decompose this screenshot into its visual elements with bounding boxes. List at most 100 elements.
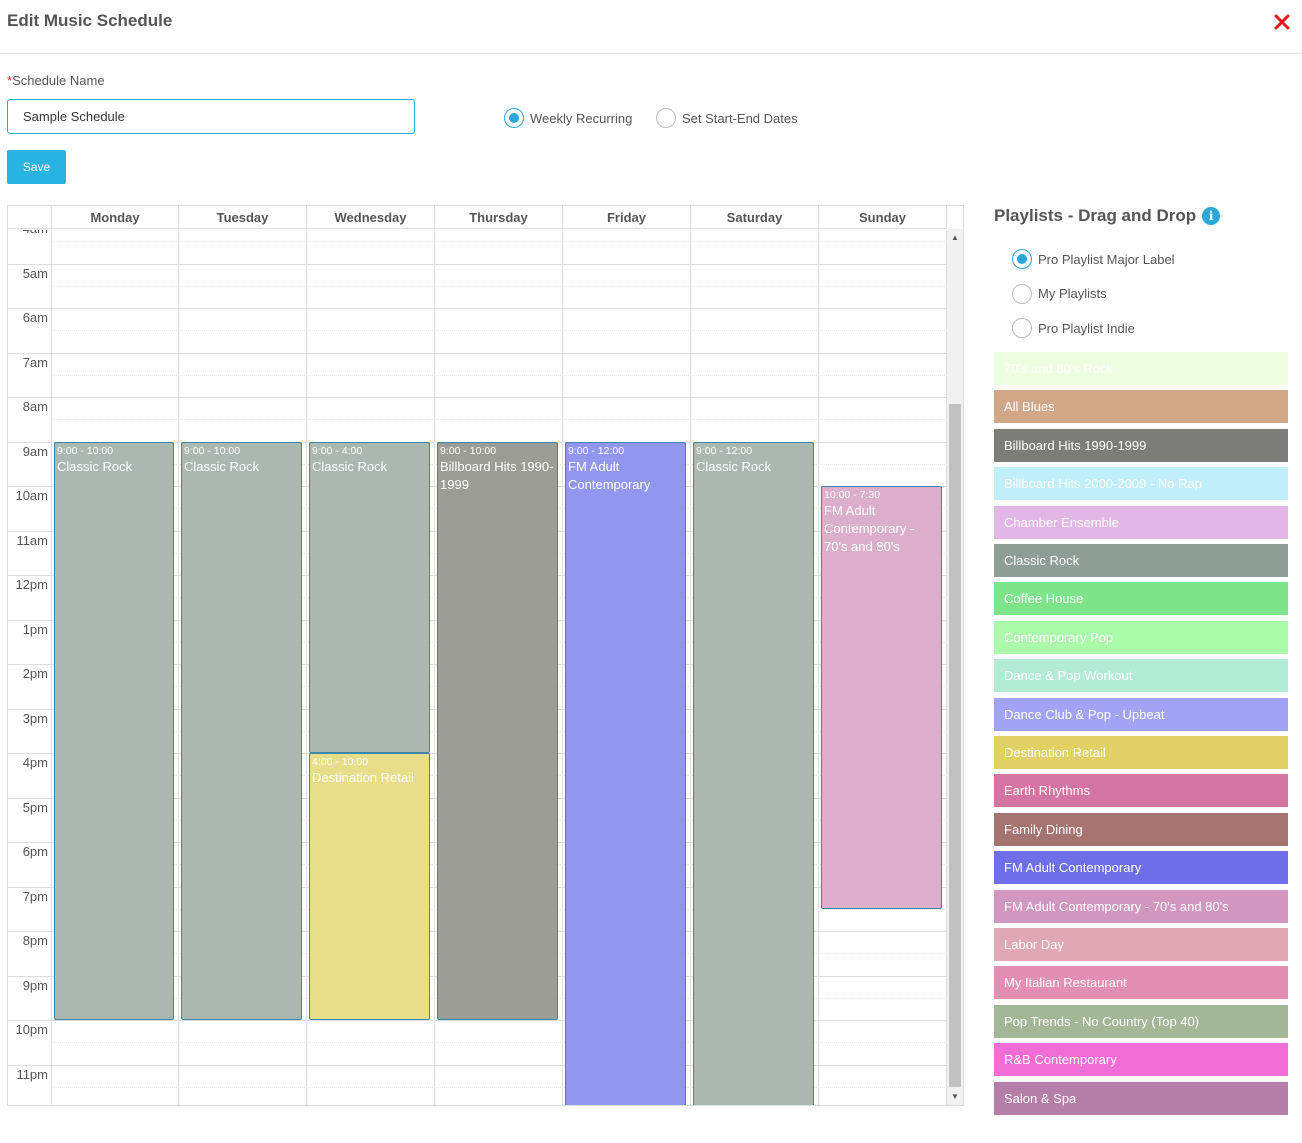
playlist-item[interactable]: 70's and 80's Rock (994, 352, 1288, 385)
event-title: Billboard Hits 1990-1999 (440, 458, 554, 492)
time-label: 10pm (15, 1022, 48, 1037)
calendar-body[interactable]: 4am 5am 6am 7am 8am 9am 10am 11am 12pm 1pm 2pm 3pm 4… (8, 230, 947, 1105)
playlist-item[interactable]: Classic Rock (994, 544, 1288, 577)
event-title: FM Adult Contemporary - 70's and 80's (824, 503, 915, 554)
schedule-name-label: *Schedule Name (7, 73, 105, 88)
event-time: 9:00 - 12:00 (568, 444, 625, 457)
event-title: Classic Rock (184, 458, 260, 474)
start-end-dates-radio[interactable] (656, 108, 676, 128)
time-label: 5pm (22, 799, 48, 815)
playlist-source-option[interactable]: Pro Playlist Indie (1012, 318, 1135, 338)
playlists-title: Playlists - Drag and Drop i (994, 206, 1221, 226)
playlist-source-radio[interactable] (1012, 249, 1032, 269)
day-column-divider (178, 230, 179, 1105)
schedule-event[interactable]: 9:00 - 10:00 Billboard Hits 1990-1999 (437, 441, 558, 1020)
header-divider (946, 206, 947, 229)
weekly-recurring-radio[interactable] (504, 108, 524, 128)
playlist-item[interactable]: R&B Contemporary (994, 1043, 1288, 1077)
event-title: Classic Rock (696, 458, 772, 474)
playlist-source-option[interactable]: Pro Playlist Major Label (1012, 249, 1175, 269)
hour-gridline (8, 352, 947, 354)
event-title: Classic Rock (312, 458, 388, 474)
playlist-item[interactable]: Salon & Spa (994, 1081, 1288, 1115)
scroll-down-icon[interactable]: ▼ (951, 1092, 959, 1101)
playlist-item[interactable]: Dance & Pop Workout (994, 659, 1288, 693)
half-hour-gridline (51, 330, 947, 332)
time-label: 6am (22, 310, 48, 325)
weekly-recurring-option[interactable]: Weekly Recurring (504, 108, 632, 128)
playlist-item[interactable]: Coffee House (994, 582, 1288, 616)
start-end-dates-label: Set Start-End Dates (682, 110, 798, 126)
hour-gridline (8, 397, 947, 398)
schedule-name-label-text: Schedule Name (12, 73, 105, 88)
time-label: 12pm (15, 577, 48, 592)
playlist-item[interactable]: Destination Retail (994, 736, 1288, 769)
playlist-source-option[interactable]: My Playlists (1012, 283, 1107, 304)
hour-gridline (8, 1064, 947, 1066)
time-label: 8pm (22, 933, 48, 948)
day-column-divider (946, 230, 947, 1105)
time-label: 4pm (22, 755, 48, 770)
event-time: 9:00 - 10:00 (57, 444, 114, 457)
time-label: 9pm (22, 977, 48, 993)
playlist-item[interactable]: Earth Rhythms (994, 774, 1288, 808)
save-button[interactable]: Save (7, 150, 66, 184)
day-header-friday: Friday (562, 206, 690, 229)
modal-header: Edit Music Schedule (0, 0, 1302, 54)
schedule-event[interactable]: 9:00 - 4:00 Classic Rock (309, 441, 430, 753)
half-hour-gridline (51, 1042, 947, 1044)
info-icon[interactable]: i (1202, 207, 1221, 225)
schedule-event[interactable]: 4:00 - 10:00 Destination Retail (309, 753, 430, 1020)
schedule-event[interactable]: 9:00 - 12:00 FM Adult Contemporary (565, 441, 686, 1105)
playlist-item[interactable]: Billboard Hits 1990-1999 (994, 428, 1288, 462)
half-hour-gridline (51, 1086, 947, 1088)
hour-gridline (8, 308, 947, 309)
day-header-tuesday: Tuesday (178, 206, 306, 229)
playlist-item[interactable]: Chamber Ensemble (994, 505, 1288, 539)
half-hour-gridline (51, 374, 947, 376)
playlist-source-radio[interactable] (1012, 318, 1032, 338)
time-label: 11pm (16, 1066, 48, 1082)
scrollbar-thumb[interactable] (949, 404, 961, 1087)
time-label: 9am (22, 443, 48, 459)
playlist-item[interactable]: Family Dining (994, 812, 1288, 846)
playlist-item[interactable]: Labor Day (994, 928, 1288, 961)
event-title: Classic Rock (57, 458, 133, 474)
calendar-header: Monday Tuesday Wednesday Thursday Friday Satu… (8, 206, 947, 229)
playlist-source-label: Pro Playlist Indie (1038, 320, 1135, 336)
playlist-item[interactable]: My Italian Restaurant (994, 966, 1288, 1000)
schedule-event[interactable]: 9:00 - 12:00 Classic Rock (693, 441, 814, 1105)
playlist-item[interactable]: All Blues (994, 390, 1288, 424)
day-column-divider (434, 230, 435, 1105)
time-label: 1pm (22, 621, 48, 637)
schedule-event[interactable]: 9:00 - 10:00 Classic Rock (54, 441, 174, 1020)
hour-gridline (8, 263, 947, 265)
schedule-event[interactable]: 10:00 - 7:30 FM Adult Contemporary - 70's… (821, 486, 942, 909)
event-title: FM Adult Contemporary (568, 458, 651, 492)
playlist-item[interactable]: FM Adult Contemporary (994, 851, 1288, 885)
schedule-event[interactable]: 9:00 - 10:00 Classic Rock (181, 441, 302, 1020)
schedule-name-input[interactable] (7, 99, 415, 134)
calendar-scrollbar[interactable]: ▲ ▼ (947, 229, 963, 1105)
playlist-item[interactable]: Pop Trends - No Country (Top 40) (994, 1004, 1288, 1038)
scroll-up-icon[interactable]: ▲ (951, 233, 959, 242)
close-icon[interactable] (1272, 12, 1292, 32)
playlist-source-label: Pro Playlist Major Label (1038, 251, 1175, 267)
modal-title: Edit Music Schedule (7, 11, 173, 30)
playlist-item[interactable]: Dance Club & Pop - Upbeat (994, 697, 1288, 731)
playlist-item[interactable]: Contemporary Pop (994, 620, 1288, 654)
playlist-item[interactable]: Billboard Hits 2000-2009 - No Rap (994, 467, 1288, 501)
playlist-source-radio[interactable] (1012, 283, 1032, 304)
playlist-item[interactable]: FM Adult Contemporary - 70's and 80's (994, 889, 1288, 923)
time-label: 11am (16, 532, 48, 548)
event-time: 4:00 - 10:00 (312, 756, 369, 768)
event-time: 9:00 - 10:00 (440, 444, 497, 457)
time-label: 3pm (22, 710, 48, 726)
day-header-monday: Monday (51, 206, 178, 229)
event-time: 10:00 - 7:30 (824, 489, 881, 501)
start-end-dates-option[interactable]: Set Start-End Dates (656, 108, 798, 128)
half-hour-gridline (51, 241, 947, 243)
event-time: 9:00 - 4:00 (312, 444, 363, 457)
time-label: 4am (8, 230, 48, 236)
day-header-saturday: Saturday (690, 206, 818, 229)
